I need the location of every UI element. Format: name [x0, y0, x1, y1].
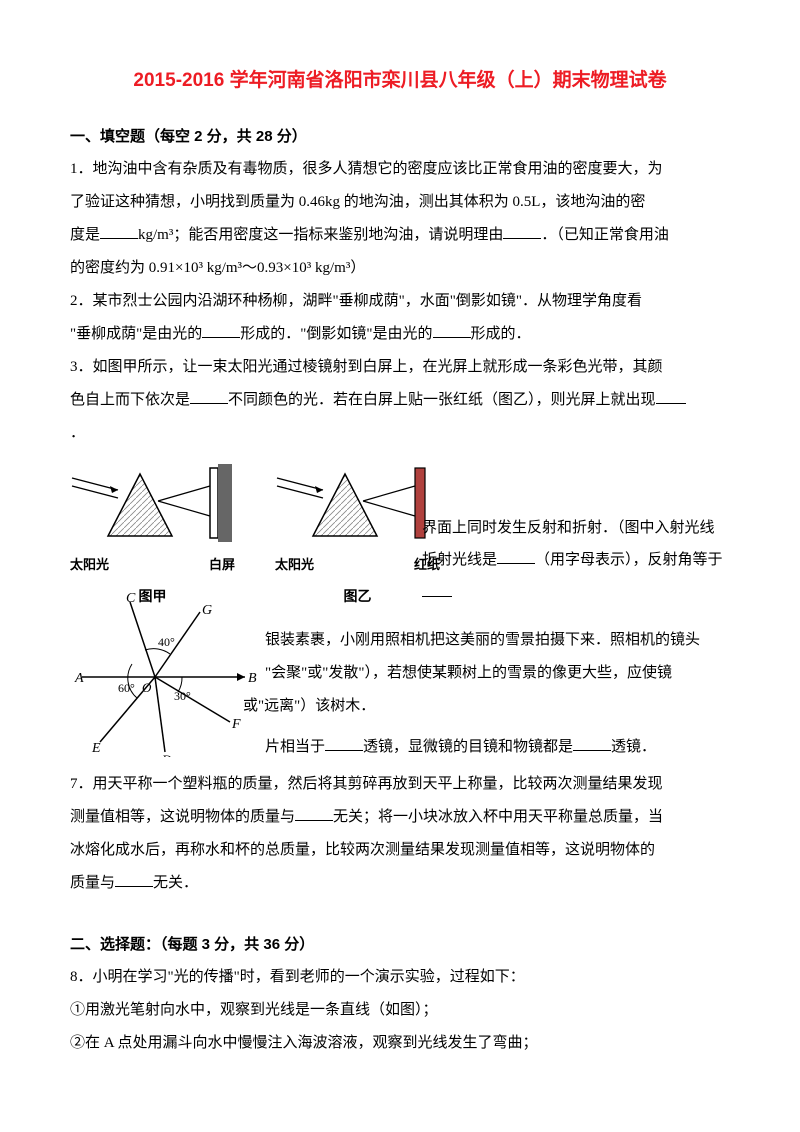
overlay-q5a: 银装素裹，小刚用照相机把这美丽的雪景拍摄下来．照相机的镜头 — [265, 624, 730, 657]
q8-l3: ②在 A 点处用漏斗向水中慢慢注入海波溶液，观察到光线发生了弯曲； — [70, 1035, 538, 1051]
lbl-A: A — [74, 671, 84, 686]
prism-a: 太阳光 白屏 图甲 — [70, 456, 235, 614]
ov2a: 折射光线是 — [422, 552, 497, 568]
q3: 3．如图甲所示，让一束太阳光通过棱镜射到白屏上，在光屏上就形成一条彩色光带，其颜… — [70, 351, 730, 450]
q2-l2c: 形成的． — [471, 326, 531, 342]
q1-l1: 1．地沟油中含有杂质及有毒物质，很多人猜想它的密度应该比正常食用油的密度要大，为 — [70, 161, 663, 177]
label-screen-white: 白屏 — [209, 551, 235, 580]
blank-q7a — [295, 805, 333, 821]
lbl-E: E — [91, 741, 101, 756]
q2-l1: 2．某市烈士公园内沿湖环种杨柳，湖畔"垂柳成荫"，水面"倒影如镜"．从物理学角度… — [70, 293, 642, 309]
blank-q3b — [656, 388, 686, 404]
q2-l2a: "垂柳成荫"是由光的 — [70, 326, 202, 342]
overlay-q6: 片相当于 透镜，显微镜的目镜和物镜都是 透镜． — [265, 731, 730, 764]
overlay-q5c: 或"远离"）该树木． — [243, 690, 730, 723]
overlay-q4a: 界面上同时发生反射和折射．（图中入射光线 — [422, 512, 730, 545]
lbl-60: 60° — [118, 681, 135, 695]
q7-l2a: 测量值相等，这说明物体的质量与 — [70, 809, 295, 825]
q7-l1: 7．用天平称一个塑料瓶的质量，然后将其剪碎再放到天平上称量，比较两次测量结果发现 — [70, 776, 663, 792]
q3-l2b: 不同颜色的光．若在白屏上贴一张红纸（图乙），则光屏上就出现 — [228, 392, 656, 408]
figure-prisms: 太阳光 白屏 图甲 太阳光 红纸 图乙 界面上同时发生反射和折射．（图中入射光线 — [70, 456, 730, 586]
q7-l4b: 无关． — [153, 875, 198, 891]
lbl-B: B — [248, 671, 257, 686]
overlay-q5b: "会聚"或"发散"），若想使某颗树上的雪景的像更大些，应使镜 — [265, 657, 730, 690]
prism-a-svg — [70, 456, 235, 551]
label-sun-b: 太阳光 — [275, 551, 314, 580]
blank-reason — [503, 223, 541, 239]
blank-density — [100, 223, 138, 239]
q7-l3: 冰熔化成水后，再称水和杯的总质量，比较两次测量结果发现测量值相等，这说明物体的 — [70, 842, 655, 858]
ov6c: 透镜． — [611, 739, 656, 755]
prism-b: 太阳光 红纸 图乙 — [275, 456, 440, 614]
lbl-40: 40° — [158, 635, 175, 649]
q1: 1．地沟油中含有杂质及有毒物质，很多人猜想它的密度应该比正常食用油的密度要大，为… — [70, 153, 730, 285]
prism-b-svg — [275, 456, 440, 551]
q3-l2a: 色自上而下依次是 — [70, 392, 190, 408]
q8: 8．小明在学习"光的传播"时，看到老师的一个演示实验，过程如下： ①用激光笔射向… — [70, 961, 730, 1060]
q1-l3: 的密度约为 0.91×10³ kg/m³～0.93×10³ kg/m³） — [70, 260, 365, 276]
ov6a: 片相当于 — [265, 739, 325, 755]
section1-header: 一、填空题（每空 2 分，共 28 分） — [70, 120, 730, 153]
q7-l4a: 质量与 — [70, 875, 115, 891]
q3-l3: ． — [70, 425, 85, 441]
lbl-O: O — [142, 680, 152, 695]
lbl-D: D — [161, 752, 172, 757]
q2-l2b: 形成的．"倒影如镜"是由光的 — [240, 326, 432, 342]
blank-q3a — [190, 388, 228, 404]
rays-svg: C G A B E D F O 40° 60° 30° — [70, 592, 260, 757]
ov6b: 透镜，显微镜的目镜和物镜都是 — [363, 739, 573, 755]
q1-l2a: 了验证这种猜想，小明找到质量为 0.46kg 的地沟油，测出其体积为 0.5L，… — [70, 194, 645, 210]
q1-l2c: kg/m³；能否用密度这一指标来鉴别地沟油，请说明理由 — [138, 227, 503, 243]
q7: 7．用天平称一个塑料瓶的质量，然后将其剪碎再放到天平上称量，比较两次测量结果发现… — [70, 768, 730, 900]
q1-l2b: 度是 — [70, 227, 100, 243]
q3-l1: 3．如图甲所示，让一束太阳光通过棱镜射到白屏上，在光屏上就形成一条彩色光带，其颜 — [70, 359, 663, 375]
figure-rays: C G A B E D F O 40° 60° 30° 银装素裹，小刚用照相机把… — [70, 592, 730, 762]
blank-q7b — [115, 871, 153, 887]
lbl-G: G — [202, 603, 212, 618]
q8-l2: ①用激光笔射向水中，观察到光线是一条直线（如图）； — [70, 1002, 438, 1018]
lbl-F: F — [231, 717, 241, 732]
q1-l2d: ．（已知正常食用油 — [541, 227, 669, 243]
label-sun-a: 太阳光 — [70, 551, 109, 580]
ov2b: （用字母表示），反射角等于 — [535, 552, 723, 568]
blank-q2b — [433, 322, 471, 338]
blank-lens2 — [573, 735, 611, 751]
q7-l2b: 无关；将一小块冰放入杯中用天平称量总质量，当 — [333, 809, 663, 825]
exam-title: 2015-2016 学年河南省洛阳市栾川县八年级（上）期末物理试卷 — [70, 60, 730, 102]
q2: 2．某市烈士公园内沿湖环种杨柳，湖畔"垂柳成荫"，水面"倒影如镜"．从物理学角度… — [70, 285, 730, 351]
blank-refract — [497, 548, 535, 564]
blank-q2a — [202, 322, 240, 338]
lbl-30: 30° — [174, 689, 191, 703]
section2-header: 二、选择题：（每题 3 分，共 36 分） — [70, 928, 730, 961]
blank-lens1 — [325, 735, 363, 751]
q8-l1: 8．小明在学习"光的传播"时，看到老师的一个演示实验，过程如下： — [70, 969, 525, 985]
lbl-C: C — [126, 592, 136, 606]
